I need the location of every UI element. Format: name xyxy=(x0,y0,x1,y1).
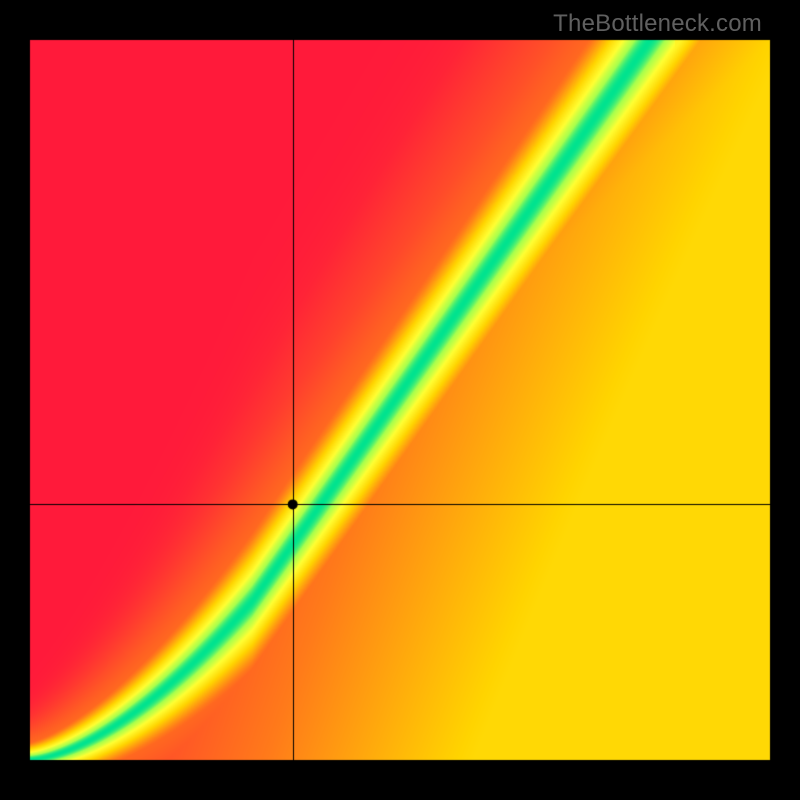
chart-container: TheBottleneck.com xyxy=(0,0,800,800)
watermark-text: TheBottleneck.com xyxy=(553,10,762,38)
bottleneck-heatmap xyxy=(0,0,800,800)
